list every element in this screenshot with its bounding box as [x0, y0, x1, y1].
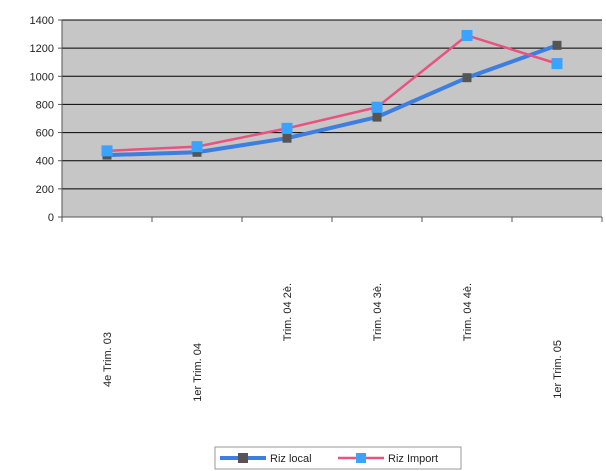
series-1 — [101, 29, 563, 157]
data-point — [552, 40, 562, 50]
series-layer — [101, 29, 563, 160]
legend: Riz local Riz Import — [214, 446, 462, 470]
y-tick-label: 1400 — [30, 15, 54, 27]
x-axis — [61, 216, 603, 222]
legend-item: Riz Import — [338, 453, 438, 465]
data-point — [281, 122, 293, 134]
data-point — [191, 141, 203, 153]
legend-item: Riz local — [220, 453, 312, 465]
data-point — [192, 147, 202, 157]
x-tick-labels: 4e Trim. 03 1er Trim. 04 Trim. 04 2è. Trim.… — [102, 283, 564, 402]
x-tick-label: 1er Trim. 05 — [552, 340, 564, 399]
y-tick-labels: 0 200 400 600 800 1000 1200 1400 — [30, 15, 54, 224]
legend-label: Riz Import — [388, 453, 438, 465]
x-tick-label: 1er Trim. 04 — [192, 343, 204, 402]
gridlines — [62, 19, 602, 190]
y-tick-label: 1000 — [30, 71, 54, 83]
x-tick-label: 4e Trim. 03 — [102, 332, 114, 387]
data-point — [371, 101, 383, 113]
data-point — [101, 145, 113, 157]
y-axis — [58, 19, 63, 218]
data-point — [551, 58, 563, 70]
y-tick-label: 600 — [36, 128, 54, 140]
data-point — [282, 133, 292, 143]
data-point — [372, 112, 382, 122]
y-tick-label: 800 — [36, 99, 54, 111]
series-line — [106, 43, 558, 158]
legend-marker — [356, 453, 366, 463]
data-point — [462, 73, 472, 83]
x-tick-label: Trim. 04 2è. — [282, 283, 294, 341]
y-tick-label: 0 — [48, 212, 54, 224]
x-tick-label: Trim. 04 4è. — [462, 283, 474, 341]
legend-label: Riz local — [270, 453, 312, 465]
legend-marker — [238, 453, 248, 463]
data-point — [461, 29, 473, 41]
series-line — [106, 34, 558, 153]
y-tick-label: 1200 — [30, 43, 54, 55]
x-tick-label: Trim. 04 3è. — [372, 283, 384, 341]
y-tick-label: 200 — [36, 184, 54, 196]
y-tick-label: 400 — [36, 156, 54, 168]
